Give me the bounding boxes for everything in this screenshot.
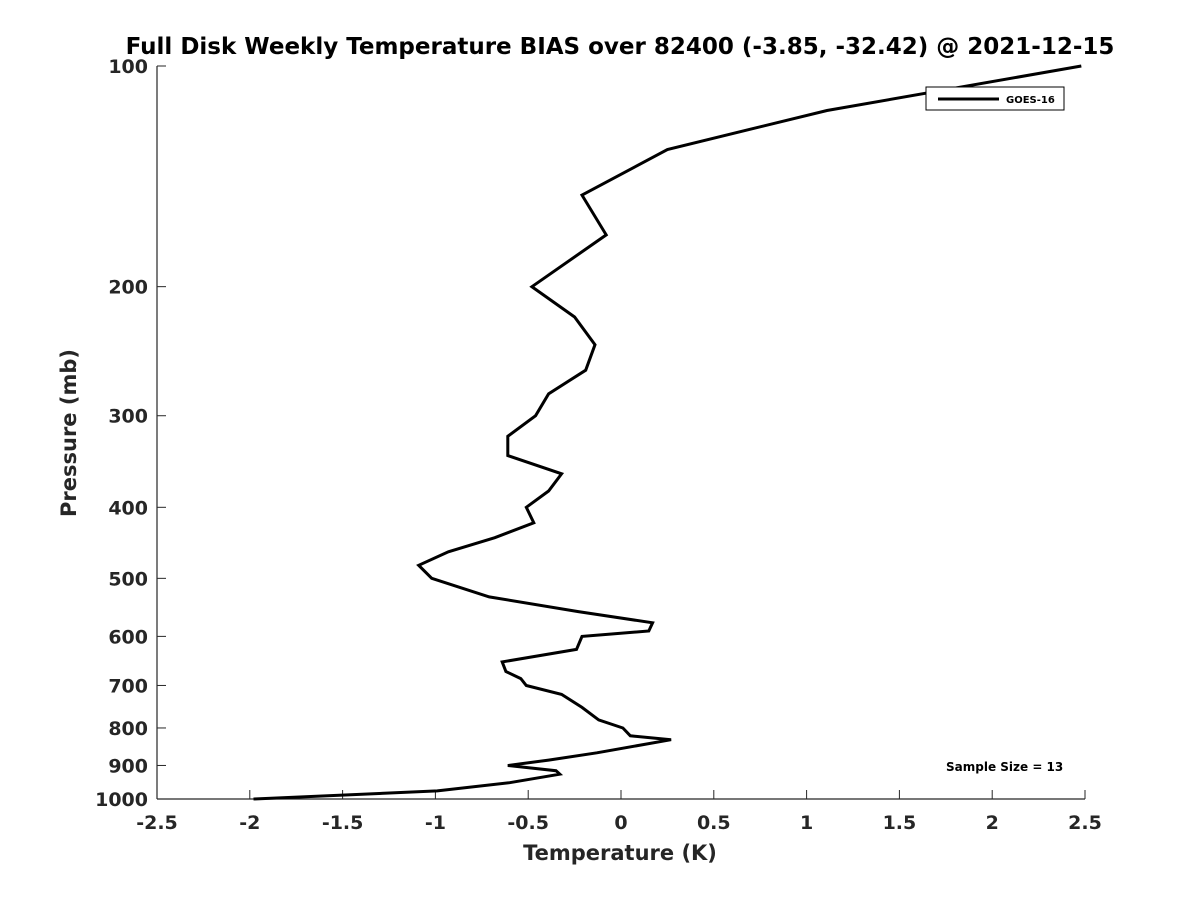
chart-title: Full Disk Weekly Temperature BIAS over 8… (126, 34, 1115, 60)
y-tick-label: 900 (108, 755, 148, 777)
y-tick-label: 300 (108, 406, 148, 428)
legend: GOES-16 (925, 86, 1065, 111)
x-tick-label: 0 (614, 812, 627, 834)
x-tick-label: 1.5 (883, 812, 917, 834)
x-tick-label: 2.5 (1068, 812, 1102, 834)
x-tick-label: 1 (800, 812, 813, 834)
sample-size-annotation: Sample Size = 13 (946, 760, 1063, 774)
y-tick-label: 400 (108, 497, 148, 519)
y-axis-label: Pressure (mb) (57, 349, 81, 517)
x-axis-label: Temperature (K) (523, 841, 717, 865)
x-tick-label: -0.5 (507, 812, 549, 834)
x-tick-label: -2.5 (136, 812, 178, 834)
x-tick-label: -1 (425, 812, 446, 834)
y-tick-label: 100 (108, 56, 148, 78)
y-tick-label: 800 (108, 718, 148, 740)
x-tick-label: -1.5 (322, 812, 364, 834)
x-tick-label: 2 (986, 812, 999, 834)
x-tick-label: -2 (239, 812, 260, 834)
y-tick-label: 700 (108, 675, 148, 697)
y-tick-label: 1000 (95, 789, 148, 811)
legend-label-goes-16: GOES-16 (1006, 95, 1055, 106)
y-tick-label: 600 (108, 626, 148, 648)
series-line-goes-16 (253, 64, 1082, 801)
plot-area: -2.5 -2 -1.5 -1 -0.5 0 0.5 1 1.5 2 2.5 100 200 300 400… (95, 56, 1102, 834)
y-tick-label: 200 (108, 277, 148, 299)
x-tick-label: 0.5 (697, 812, 731, 834)
y-tick-label: 500 (108, 568, 148, 590)
